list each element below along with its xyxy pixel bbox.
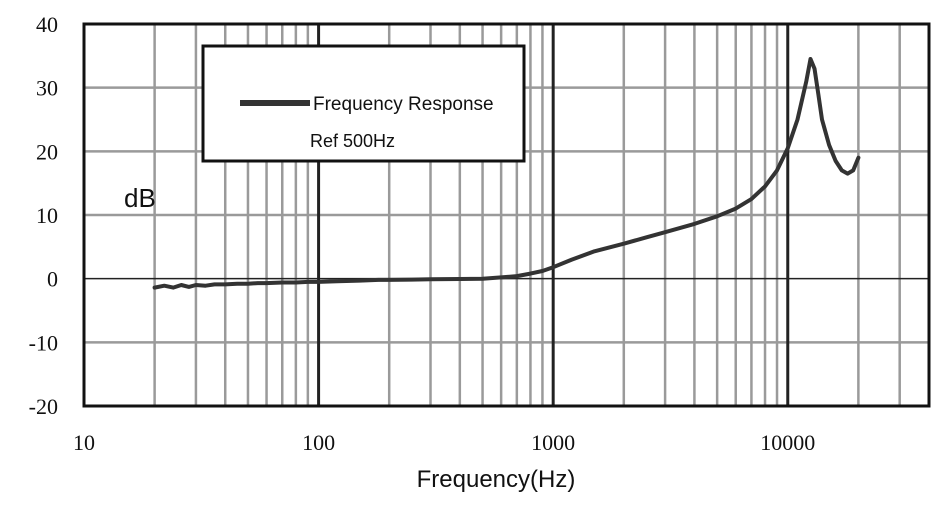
x-tick-label: 10 <box>73 430 95 455</box>
legend-box: Frequency Response Ref 500Hz <box>201 44 526 163</box>
x-tick-label: 100 <box>302 430 335 455</box>
x-axis-title: Frequency(Hz) <box>417 466 576 493</box>
legend-label: Frequency Response <box>313 94 494 115</box>
unit-label: dB <box>124 183 156 213</box>
y-tick-label: 10 <box>36 203 58 228</box>
legend-note: Ref 500Hz <box>310 131 395 151</box>
series-line-frequency-response <box>152 57 861 290</box>
y-tick-label: 40 <box>36 12 58 37</box>
y-tick-label: 20 <box>36 139 58 164</box>
y-tick-label: 0 <box>47 267 58 292</box>
y-tick-label: -10 <box>29 330 58 355</box>
x-tick-label: 1000 <box>531 430 575 455</box>
y-tick-label: 30 <box>36 76 58 101</box>
tick-labels: -20 -10 0 10 20 30 40 10 100 1000 10000 <box>29 12 816 455</box>
x-tick-label: 10000 <box>760 430 815 455</box>
series-line-group <box>152 57 861 290</box>
plot-frame <box>82 22 931 408</box>
y-tick-label: -20 <box>29 394 58 419</box>
